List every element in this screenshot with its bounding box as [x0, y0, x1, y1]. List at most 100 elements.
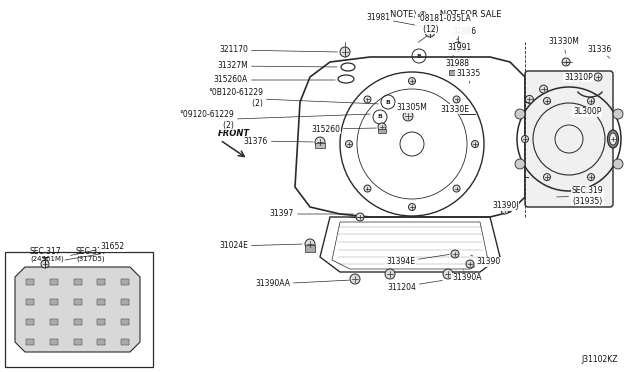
Bar — [26, 279, 34, 285]
Circle shape — [609, 135, 616, 142]
Bar — [50, 319, 58, 325]
Text: °08181-035LA
   (12): °08181-035LA (12) — [416, 14, 471, 42]
Text: FRONT: FRONT — [218, 129, 250, 138]
Text: 31330M: 31330M — [548, 38, 579, 53]
Circle shape — [588, 97, 595, 105]
Polygon shape — [15, 267, 140, 352]
Bar — [26, 319, 34, 325]
Circle shape — [340, 47, 350, 57]
Text: 31390: 31390 — [470, 255, 500, 266]
Text: 31390A: 31390A — [452, 270, 481, 282]
Circle shape — [613, 159, 623, 169]
Text: 31390J: 31390J — [492, 202, 518, 211]
Text: 31336: 31336 — [587, 45, 611, 58]
Circle shape — [350, 274, 360, 284]
Circle shape — [315, 137, 325, 147]
Bar — [121, 319, 129, 325]
Circle shape — [364, 96, 371, 103]
Circle shape — [408, 203, 415, 211]
Bar — [74, 279, 81, 285]
Circle shape — [515, 159, 525, 169]
Text: 31310P: 31310P — [564, 73, 593, 82]
Text: NOTE) ④.....NOT FOR SALE: NOTE) ④.....NOT FOR SALE — [390, 10, 501, 19]
Circle shape — [385, 269, 395, 279]
Text: 31988: 31988 — [445, 60, 469, 72]
Text: 311204: 311204 — [387, 280, 442, 292]
Text: 315260A: 315260A — [214, 76, 335, 84]
Text: 31991: 31991 — [447, 44, 471, 58]
Bar — [424, 22, 436, 28]
Circle shape — [453, 185, 460, 192]
Circle shape — [447, 60, 455, 68]
Text: B: B — [385, 99, 390, 105]
Text: B: B — [417, 54, 421, 58]
Circle shape — [501, 206, 509, 214]
Circle shape — [594, 73, 602, 81]
Bar — [121, 299, 129, 305]
Circle shape — [378, 123, 386, 131]
Text: 31986: 31986 — [452, 26, 476, 40]
Text: 31397: 31397 — [269, 209, 353, 218]
Bar — [74, 299, 81, 305]
Bar — [50, 279, 58, 285]
Circle shape — [356, 213, 364, 221]
Ellipse shape — [607, 130, 618, 148]
Text: 3L300P: 3L300P — [573, 108, 602, 116]
Circle shape — [443, 269, 453, 279]
Text: 31327M: 31327M — [217, 61, 337, 71]
Circle shape — [543, 97, 550, 105]
Bar — [97, 339, 105, 345]
Circle shape — [41, 260, 49, 268]
Circle shape — [543, 174, 550, 180]
Bar — [121, 279, 129, 285]
Circle shape — [525, 95, 533, 103]
Circle shape — [403, 111, 413, 121]
Circle shape — [453, 96, 460, 103]
Text: 31330E: 31330E — [440, 105, 469, 113]
Bar — [74, 319, 81, 325]
Bar — [50, 299, 58, 305]
Circle shape — [466, 260, 474, 268]
Text: SEC.319
(31935): SEC.319 (31935) — [557, 186, 604, 206]
Text: 31390AA: 31390AA — [255, 279, 349, 289]
Circle shape — [451, 250, 459, 258]
Circle shape — [522, 135, 529, 142]
Text: 31376: 31376 — [244, 137, 313, 145]
Circle shape — [425, 27, 435, 37]
Circle shape — [571, 73, 579, 81]
Text: 31981: 31981 — [366, 13, 428, 28]
Text: J31102KZ: J31102KZ — [582, 355, 618, 364]
Text: B: B — [378, 115, 383, 119]
Text: SEC.317: SEC.317 — [76, 247, 108, 257]
Text: 31024E: 31024E — [219, 241, 302, 250]
Bar — [5, 252, 153, 367]
Bar — [97, 279, 105, 285]
Text: °0B120-61229
   (2): °0B120-61229 (2) — [208, 88, 378, 108]
Bar — [97, 319, 105, 325]
Circle shape — [515, 109, 525, 119]
Text: 31652: 31652 — [70, 242, 124, 256]
Text: °09120-61229
   (2): °09120-61229 (2) — [179, 110, 370, 130]
Circle shape — [346, 141, 353, 148]
Ellipse shape — [609, 133, 616, 145]
Bar — [449, 70, 457, 75]
Text: 31305M: 31305M — [396, 103, 427, 114]
Circle shape — [613, 109, 623, 119]
Bar — [97, 299, 105, 305]
Bar — [378, 129, 386, 133]
Bar — [305, 245, 315, 252]
Circle shape — [562, 58, 570, 66]
Bar — [315, 143, 325, 148]
Circle shape — [305, 239, 315, 249]
Bar — [26, 339, 34, 345]
Bar — [26, 299, 34, 305]
Text: 31394E: 31394E — [386, 254, 449, 266]
FancyBboxPatch shape — [525, 71, 613, 207]
Text: (317D5): (317D5) — [76, 256, 104, 262]
Circle shape — [540, 85, 548, 93]
Text: SEC.317: SEC.317 — [30, 247, 61, 257]
Circle shape — [408, 77, 415, 84]
Circle shape — [453, 42, 463, 52]
Bar — [50, 339, 58, 345]
Bar — [74, 339, 81, 345]
